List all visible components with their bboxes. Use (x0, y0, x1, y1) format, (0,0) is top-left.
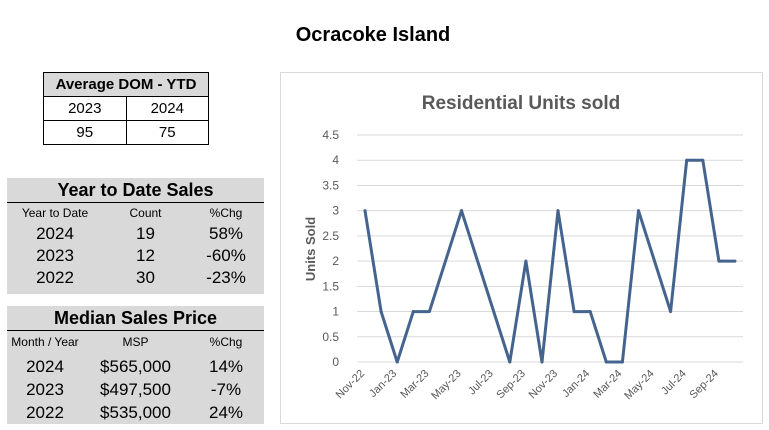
avg-dom-table: Average DOM - YTD 2023 2024 95 75 (43, 72, 209, 145)
msp-year: 2024 (26, 356, 64, 376)
table-row: 2022 $535,000 24% (7, 401, 264, 424)
y-tick-label: 0.5 (322, 330, 339, 344)
dom-year-2023: 2023 (43, 96, 127, 121)
chart-title: Residential Units sold (422, 93, 620, 114)
x-tick-label: Sep-24 (687, 368, 721, 402)
table-row: 2023 12 -60% (7, 245, 264, 267)
dom-value-2024: 75 (125, 120, 209, 145)
y-tick-label: 4 (332, 153, 339, 167)
x-tick-label: Jan-23 (367, 368, 399, 400)
data-point (717, 259, 721, 263)
msp-value: $565,000 (100, 356, 171, 376)
y-tick-label: 4.5 (322, 128, 339, 142)
ytd-header-year: Year to Date (21, 206, 89, 220)
ytd-chg: 58% (208, 224, 244, 243)
ytd-count: 19 (136, 224, 155, 243)
x-tick-label: Nov-22 (334, 368, 368, 402)
data-point (556, 209, 560, 213)
ytd-header-row: Year to Date Count %Chg (7, 203, 264, 223)
y-tick-label: 0 (332, 355, 339, 369)
data-point (636, 209, 640, 213)
data-point (701, 158, 705, 162)
x-tick-label: Sep-23 (494, 368, 528, 402)
y-tick-label: 2.5 (322, 229, 339, 243)
avg-dom-title: Average DOM - YTD (43, 72, 209, 97)
x-tick-label: May-23 (429, 368, 463, 402)
msp-value: $535,000 (100, 402, 171, 422)
y-axis-label: Units Sold (303, 217, 318, 281)
dom-value-2023: 95 (43, 120, 127, 145)
msp-header-row: Month / Year MSP %Chg (7, 331, 264, 353)
ytd-year: 2023 (36, 246, 74, 265)
msp-chg: 14% (208, 356, 244, 376)
data-point (604, 360, 608, 364)
table-row: 2024 19 58% (7, 223, 264, 245)
ytd-count: 12 (136, 246, 155, 265)
ytd-chg: -23% (206, 268, 246, 287)
y-tick-label: 3.5 (322, 178, 339, 192)
msp-chg: 24% (208, 402, 244, 422)
table-row: 2024 $565,000 14% (7, 355, 264, 378)
msp-header-chg: %Chg (209, 335, 243, 349)
msp-value: $497,500 (100, 379, 171, 399)
ytd-chg: -60% (206, 246, 246, 265)
data-point (460, 209, 464, 213)
median-sales-price-title: Median Sales Price (7, 306, 264, 331)
msp-chg: -7% (210, 379, 242, 399)
y-tick-label: 2 (332, 254, 339, 268)
chart-svg: Residential Units sold Units Sold 0 0.5 1 1… (303, 93, 743, 402)
msp-header-month-year: Month / Year (11, 335, 79, 349)
msp-year: 2022 (26, 402, 64, 422)
data-point (524, 259, 528, 263)
data-point (733, 259, 737, 263)
x-tick-label: May-24 (622, 368, 656, 402)
msp-header-msp: MSP (122, 335, 149, 349)
data-point (427, 310, 431, 314)
ytd-header-count: Count (129, 206, 162, 220)
data-point (572, 310, 576, 314)
data-point (540, 360, 544, 364)
ytd-header-chg: %Chg (209, 206, 243, 220)
y-tick-label: 1.5 (322, 279, 339, 293)
data-point (588, 310, 592, 314)
data-point (411, 310, 415, 314)
page-title: Ocracoke Island (295, 24, 451, 46)
ytd-year: 2022 (36, 268, 74, 287)
data-point (685, 158, 689, 162)
ytd-sales-title: Year to Date Sales (7, 178, 264, 203)
median-sales-price-block: Median Sales Price Month / Year MSP %Chg… (7, 306, 264, 424)
x-tick-label: Mar-23 (398, 368, 431, 401)
x-tick-label: Jul-23 (466, 368, 496, 398)
ytd-year: 2024 (36, 224, 74, 243)
table-row: 2023 $497,500 -7% (7, 378, 264, 401)
data-point (508, 360, 512, 364)
x-tick-label: Jul-24 (659, 368, 689, 398)
msp-year: 2023 (26, 379, 64, 399)
units-sold-series-line (363, 158, 735, 364)
x-tick-label: Jan-24 (560, 368, 592, 400)
x-tick-label: Nov-23 (527, 368, 561, 402)
y-tick-label: 3 (332, 204, 339, 218)
table-row: 2022 30 -23% (7, 267, 264, 289)
ytd-count: 30 (136, 268, 155, 287)
data-point (363, 209, 367, 213)
data-point (379, 310, 383, 314)
dom-year-2024: 2024 (125, 96, 209, 121)
y-tick-label: 1 (332, 305, 339, 319)
data-point (620, 360, 624, 364)
data-point (669, 310, 673, 314)
units-sold-chart: Residential Units sold Units Sold 0 0.5 1 1… (280, 72, 763, 424)
data-point (395, 360, 399, 364)
ytd-sales-block: Year to Date Sales Year to Date Count %C… (7, 178, 264, 294)
x-tick-label: Mar-24 (591, 368, 624, 401)
